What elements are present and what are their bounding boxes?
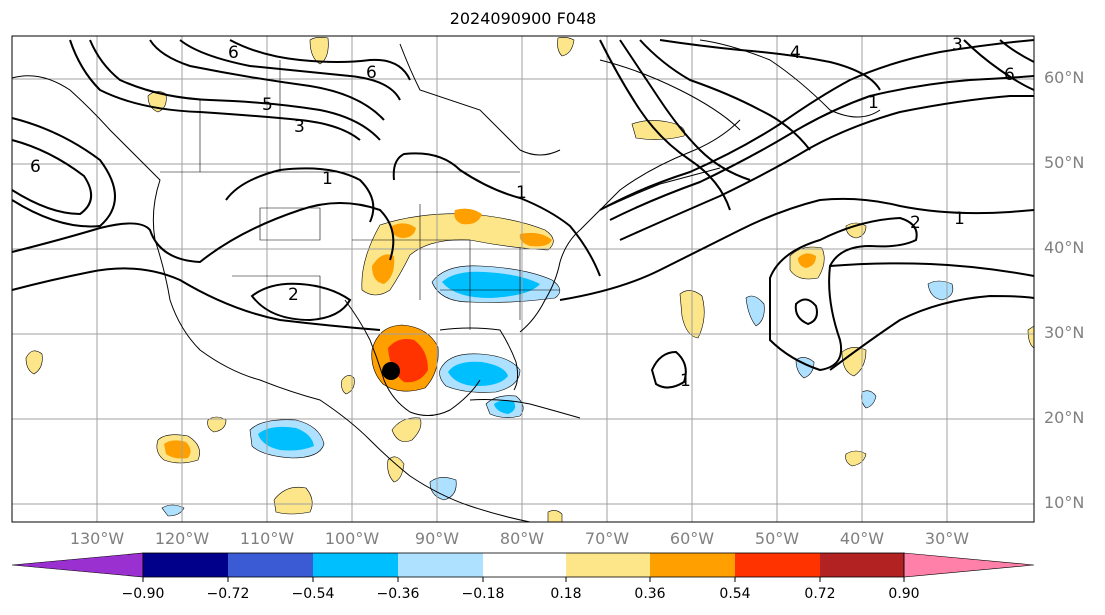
colorbar-tick-label: −0.18 xyxy=(461,586,505,602)
fill-gulf-blue xyxy=(448,361,508,386)
contour-label: 1 xyxy=(322,169,333,189)
fill-patch-16 xyxy=(745,295,765,327)
fill-patch-4 xyxy=(341,375,355,395)
colorbar-tick-label: 0.90 xyxy=(888,586,920,602)
fill-patch-3 xyxy=(273,486,313,515)
graticule xyxy=(12,36,1034,522)
contour-label: 1 xyxy=(516,183,527,203)
colorbar-tick-label: −0.72 xyxy=(206,586,250,602)
colorbar-swatch xyxy=(398,553,483,577)
contour-label: 1 xyxy=(868,93,879,113)
colorbar-tick-label: −0.36 xyxy=(376,586,420,602)
colorbar-extend-low xyxy=(11,552,144,578)
lon-label: 40°W xyxy=(839,529,885,548)
contour-label: 3 xyxy=(952,35,963,55)
lat-label: 30°N xyxy=(1044,323,1085,342)
contours xyxy=(11,39,1035,389)
fill-pacific-orange xyxy=(164,440,191,459)
colorbar-tick-label: −0.90 xyxy=(121,586,165,602)
lon-label: 50°W xyxy=(754,529,800,548)
anomaly-fills xyxy=(25,37,1035,523)
lon-label: 130°W xyxy=(69,529,125,548)
lon-label: 30°W xyxy=(924,529,970,548)
lon-label: 60°W xyxy=(669,529,715,548)
colorbar xyxy=(11,552,1035,582)
fill-patch-22 xyxy=(557,37,575,57)
fill-se-blue xyxy=(442,271,540,298)
colorbar-tick-label: 0.36 xyxy=(634,586,666,602)
colorbar-swatch xyxy=(566,553,650,577)
lon-label: 80°W xyxy=(499,529,545,548)
colorbar-swatch xyxy=(820,553,904,577)
fill-patch-23 xyxy=(161,504,185,517)
fill-patch-9 xyxy=(309,37,329,65)
fill-patch-13 xyxy=(798,253,816,268)
contour-labels: 6 6 5 3 4 6 1 1 1 2 1 2 1 3 6 xyxy=(30,35,1015,391)
colorbar-extend-high xyxy=(903,552,1035,578)
map-frame xyxy=(11,35,1035,523)
contour-label: 5 xyxy=(262,95,273,115)
fill-patch-6 xyxy=(387,456,405,483)
colorbar-swatch xyxy=(143,553,228,577)
fill-central-orange-3 xyxy=(454,208,482,225)
contour-label: 4 xyxy=(790,43,801,63)
fill-central-orange-4 xyxy=(519,232,552,247)
fill-cuba-blue xyxy=(494,400,516,414)
fill-patch-10 xyxy=(631,120,685,140)
contour-label: 3 xyxy=(294,117,305,137)
fill-central-orange-1 xyxy=(391,223,416,238)
contour-label: 6 xyxy=(366,63,377,83)
colorbar-tick-label: 0.72 xyxy=(804,586,836,602)
colorbar-swatch xyxy=(228,553,313,577)
contour-label: 6 xyxy=(30,157,41,177)
colorbar-tick-label: 0.18 xyxy=(550,586,582,602)
contour-label: 1 xyxy=(954,209,965,229)
colorbar-swatch xyxy=(735,553,820,577)
lat-label: 10°N xyxy=(1044,493,1085,512)
lon-label: 100°W xyxy=(324,529,380,548)
coastlines xyxy=(11,39,881,523)
contour-label: 6 xyxy=(228,43,239,63)
lat-label: 20°N xyxy=(1044,408,1085,427)
fill-patch-24 xyxy=(547,510,563,523)
lon-label: 110°W xyxy=(239,529,295,548)
colorbar-swatch xyxy=(313,553,398,577)
fill-patch-1 xyxy=(25,350,43,375)
lat-label: 50°N xyxy=(1044,153,1085,172)
fill-pacific-blue xyxy=(258,426,314,451)
contour-label: 2 xyxy=(910,213,921,233)
lat-label: 60°N xyxy=(1044,68,1085,87)
colorbar-outline xyxy=(142,552,905,578)
lat-label: 40°N xyxy=(1044,238,1085,257)
contour-label: 2 xyxy=(288,285,299,305)
colorbar-tick-label: −0.54 xyxy=(291,586,335,602)
colorbar-ticks xyxy=(142,577,905,582)
lon-label: 70°W xyxy=(584,529,630,548)
colorbar-tick-label: 0.54 xyxy=(719,586,751,602)
contour-label: 6 xyxy=(1004,65,1015,85)
colorbar-swatch xyxy=(483,553,566,577)
lon-label: 90°W xyxy=(414,529,460,548)
map-title: 2024090900 F048 xyxy=(449,9,597,28)
colorbar-swatch xyxy=(650,553,735,577)
fill-patch-14 xyxy=(841,347,867,377)
fill-patch-5 xyxy=(391,417,422,442)
fill-patch-2 xyxy=(207,416,227,433)
lon-label: 120°W xyxy=(154,529,210,548)
fill-central-orange-2 xyxy=(372,254,395,284)
contour-label: 1 xyxy=(680,371,691,391)
storm-center-marker xyxy=(382,362,400,380)
